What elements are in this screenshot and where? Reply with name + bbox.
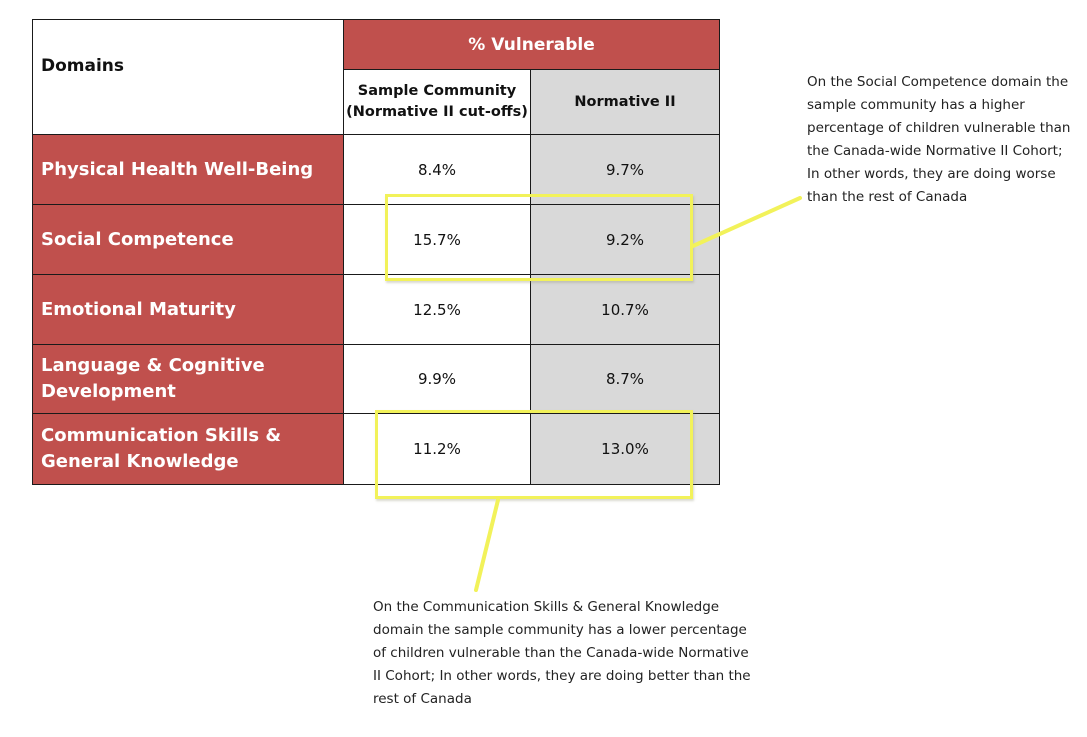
callout-line: On the Social Competence domain the <box>807 74 1069 90</box>
communication-connector-line <box>474 498 500 592</box>
normative-value: 9.2% <box>529 204 721 275</box>
domain-name: Emotional Maturity <box>32 274 344 345</box>
domains-header: Domains <box>32 19 344 135</box>
callout-line: II Cohort; In other words, they are doin… <box>373 668 751 684</box>
domain-name-line: Language & Cognitive <box>41 355 265 376</box>
table-row: Social Competence 15.7% 9.2% <box>32 204 721 275</box>
domain-name: Communication Skills & General Knowledge <box>32 413 344 485</box>
sample-community-header: Sample Community (Normative II cut-offs) <box>343 69 531 135</box>
sample-value: 8.4% <box>343 134 531 205</box>
domain-name: Social Competence <box>32 204 344 275</box>
sample-value: 15.7% <box>343 204 531 275</box>
normative-value: 8.7% <box>529 344 721 414</box>
table-row: Physical Health Well-Being 8.4% 9.7% <box>32 134 721 205</box>
callout-line: On the Communication Skills & General Kn… <box>373 599 720 615</box>
normative-value: 10.7% <box>529 274 721 345</box>
callout-line: sample community has a higher <box>807 97 1025 113</box>
communication-callout: On the Communication Skills & General Kn… <box>373 596 763 711</box>
table-row: Language & Cognitive Development 9.9% 8.… <box>32 344 721 414</box>
domain-name: Language & Cognitive Development <box>32 344 344 414</box>
vulnerable-header: % Vulnerable <box>342 19 721 70</box>
normative-value: 13.0% <box>529 413 721 485</box>
sample-value: 12.5% <box>343 274 531 345</box>
callout-line: domain the sample community has a lower … <box>373 622 747 638</box>
table-row: Communication Skills & General Knowledge… <box>32 413 721 485</box>
table-row: Emotional Maturity 12.5% 10.7% <box>32 274 721 345</box>
callout-line: than the rest of Canada <box>807 189 968 205</box>
vulnerability-table: Domains % Vulnerable Sample Community (N… <box>32 19 721 485</box>
social-connector-line <box>691 196 802 248</box>
sample-community-label: Sample Community <box>357 83 517 99</box>
domain-name: Physical Health Well-Being <box>32 134 344 205</box>
callout-line: In other words, they are doing worse <box>807 166 1056 182</box>
sample-community-cutoff-label: (Normative II cut-offs) <box>346 104 528 120</box>
normative-value: 9.7% <box>529 134 721 205</box>
callout-line: the Canada-wide Normative II Cohort; <box>807 143 1063 159</box>
social-competence-callout: On the Social Competence domain the samp… <box>807 71 1077 209</box>
callout-line: rest of Canada <box>373 691 472 707</box>
social-competence-highlight <box>385 194 693 281</box>
communication-highlight <box>375 410 693 499</box>
sample-value: 9.9% <box>343 344 531 414</box>
domain-name-line: General Knowledge <box>41 451 239 472</box>
callout-line: of children vulnerable than the Canada-w… <box>373 645 749 661</box>
callout-line: percentage of children vulnerable than <box>807 120 1071 136</box>
domain-name-line: Communication Skills & <box>41 425 282 446</box>
domain-name-line: Development <box>41 381 176 402</box>
normative-header: Normative II <box>529 69 721 135</box>
